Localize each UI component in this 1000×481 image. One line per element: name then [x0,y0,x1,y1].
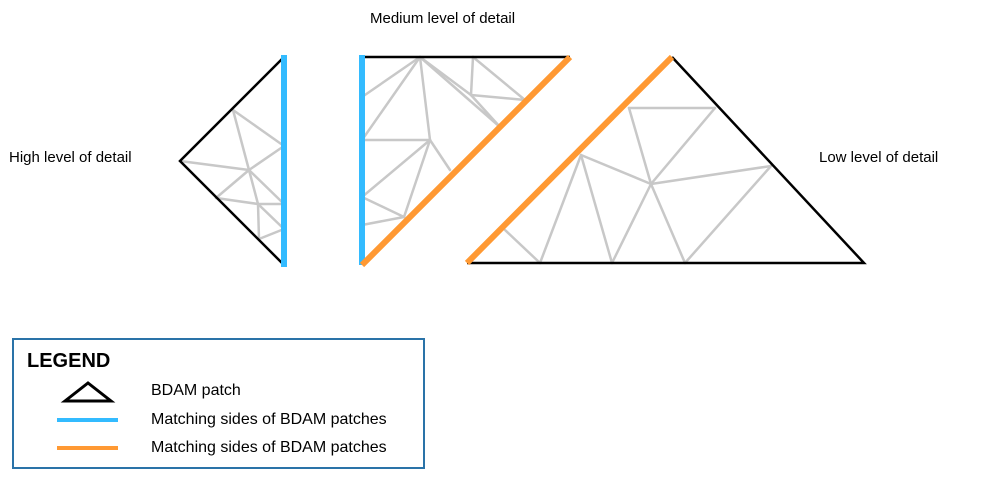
low-detail-orange-edge [464,54,675,266]
low-detail-outline [467,56,867,265]
triangle-outline-icon [60,381,116,403]
medium-detail-patch [359,54,573,268]
medium-detail-mesh [360,55,527,227]
high-detail-patch [178,55,287,267]
legend-box: LEGEND BDAM patch Matching sides of BDAM… [12,338,425,469]
legend-item-bdam-patch: BDAM patch [151,382,241,399]
high-detail-label: High level of detail [9,149,132,166]
high-detail-mesh [178,108,286,241]
high-detail-outline [178,56,285,266]
legend-symbols [57,381,118,450]
low-detail-mesh [503,106,773,265]
medium-detail-orange-edge [359,54,573,268]
legend-title: LEGEND [27,350,111,372]
low-detail-label: Low level of detail [819,149,939,166]
medium-detail-label: Medium level of detail [370,10,516,27]
legend-item-blue-matching-sides: Matching sides of BDAM patches [151,411,387,428]
legend-item-orange-matching-sides: Matching sides of BDAM patches [151,439,387,456]
low-detail-patch [464,54,867,266]
